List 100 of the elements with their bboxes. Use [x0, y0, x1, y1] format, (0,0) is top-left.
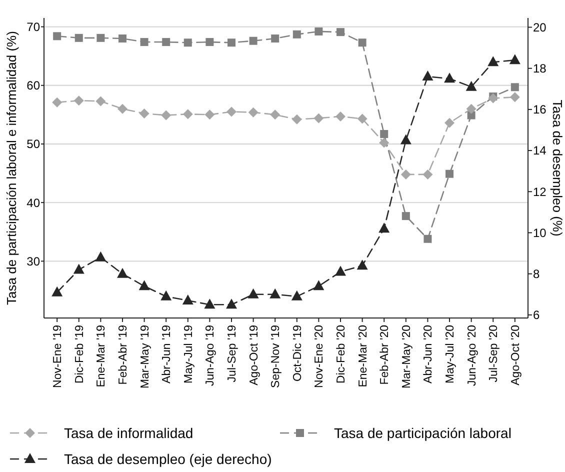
point — [444, 72, 456, 83]
point — [292, 30, 301, 38]
point — [314, 113, 324, 124]
point — [488, 93, 498, 104]
point — [53, 32, 62, 40]
x-tick-label: Feb-Abr '20 — [379, 325, 392, 385]
point — [96, 96, 106, 106]
y2-tick-label: 18 — [533, 62, 547, 76]
point — [182, 294, 194, 305]
point — [204, 298, 216, 309]
point — [270, 288, 281, 298]
point — [182, 109, 193, 120]
point — [140, 38, 148, 46]
y-tick-label: 60 — [26, 78, 40, 93]
point — [226, 106, 236, 117]
point — [488, 56, 499, 66]
point — [356, 260, 368, 270]
y2-tick-label: 20 — [533, 20, 547, 34]
point — [378, 222, 390, 233]
x-tick-label: Abr-Jun '19 — [161, 325, 174, 384]
point — [400, 169, 411, 180]
x-tick-label: Sep-Nov '19 — [270, 325, 282, 388]
point — [291, 290, 302, 300]
point — [422, 70, 434, 81]
x-tick-label: May-Jul '20 — [444, 325, 457, 384]
point — [400, 134, 412, 144]
point — [248, 107, 258, 118]
point — [379, 138, 390, 148]
y-tick-label: 70 — [26, 20, 40, 34]
point — [160, 290, 172, 300]
x-tick-label: May-Jul '19 — [182, 325, 195, 384]
point — [466, 104, 476, 114]
point — [466, 80, 477, 91]
point — [314, 27, 323, 36]
x-tick-label: Feb-Abr '19 — [117, 325, 130, 385]
point — [402, 212, 410, 220]
point — [227, 38, 236, 47]
point — [336, 28, 345, 36]
y-tick-label: 40 — [26, 196, 40, 210]
point — [510, 92, 520, 102]
x-tick-label: Jul-Sep '19 — [226, 325, 238, 382]
point — [138, 280, 150, 290]
point — [52, 286, 63, 296]
x-tick-label: Abr-Jun '20 — [422, 325, 435, 384]
point — [95, 251, 106, 262]
point — [270, 110, 280, 120]
point — [249, 36, 258, 45]
y2-tick-label: 16 — [533, 102, 547, 117]
y2-axis-title: Tasa de desempleo (%) — [550, 100, 565, 236]
point — [73, 264, 84, 274]
y2-tick-label: 10 — [533, 226, 547, 240]
legend-label: Tasa de desempleo (eje derecho) — [64, 450, 272, 467]
x-tick-label: Jul-Sep '20 — [488, 325, 500, 382]
point — [424, 234, 432, 243]
point — [139, 108, 150, 119]
y-axis-title: Tasa de participación laboral e informalidad (%) — [4, 31, 19, 305]
point — [313, 280, 324, 290]
point — [117, 104, 128, 114]
point — [206, 38, 214, 46]
point — [509, 54, 520, 64]
point — [336, 111, 346, 122]
point — [161, 110, 172, 120]
point — [74, 96, 84, 106]
point — [380, 130, 388, 138]
point — [444, 118, 455, 128]
x-tick-label: Ene-Mar '20 — [357, 325, 370, 388]
point — [162, 38, 170, 46]
point — [248, 288, 259, 298]
x-tick-label: Mar-May '19 — [139, 325, 152, 389]
y2-tick-label: 12 — [533, 184, 547, 199]
point — [52, 97, 62, 108]
point — [422, 169, 433, 180]
x-tick-label: Ago-Oct '20 — [510, 325, 522, 386]
point — [118, 34, 126, 43]
point — [446, 170, 454, 178]
x-tick-label: Ene-Mar '19 — [96, 325, 108, 388]
y2-tick-label: 6 — [533, 308, 540, 322]
point — [204, 110, 215, 120]
x-tick-label: Nov-Ene '20 — [314, 325, 326, 388]
x-tick-label: Dic-Feb '20 — [336, 325, 348, 384]
x-tick-label: Oct-Dic '19 — [292, 325, 304, 382]
point — [116, 268, 128, 278]
y-tick-label: 50 — [26, 137, 40, 152]
point — [358, 38, 366, 47]
point — [184, 38, 192, 47]
x-tick-label: Nov-Ene '19 — [52, 325, 64, 388]
x-tick-label: Ago-Oct '19 — [248, 325, 260, 386]
point — [510, 83, 519, 92]
point — [292, 114, 302, 124]
y2-tick-label: 8 — [533, 267, 540, 282]
point — [96, 34, 105, 42]
legend-label: Tasa de participación laboral — [334, 424, 512, 441]
x-tick-label: Jun-Ago '19 — [204, 325, 217, 386]
x-tick-label: Dic-Feb '19 — [74, 325, 86, 384]
point — [226, 298, 237, 309]
x-tick-label: Mar-May '20 — [400, 325, 413, 389]
point — [357, 114, 368, 124]
point — [271, 34, 280, 43]
y-tick-label: 30 — [26, 254, 40, 268]
y2-tick-label: 14 — [533, 144, 547, 158]
